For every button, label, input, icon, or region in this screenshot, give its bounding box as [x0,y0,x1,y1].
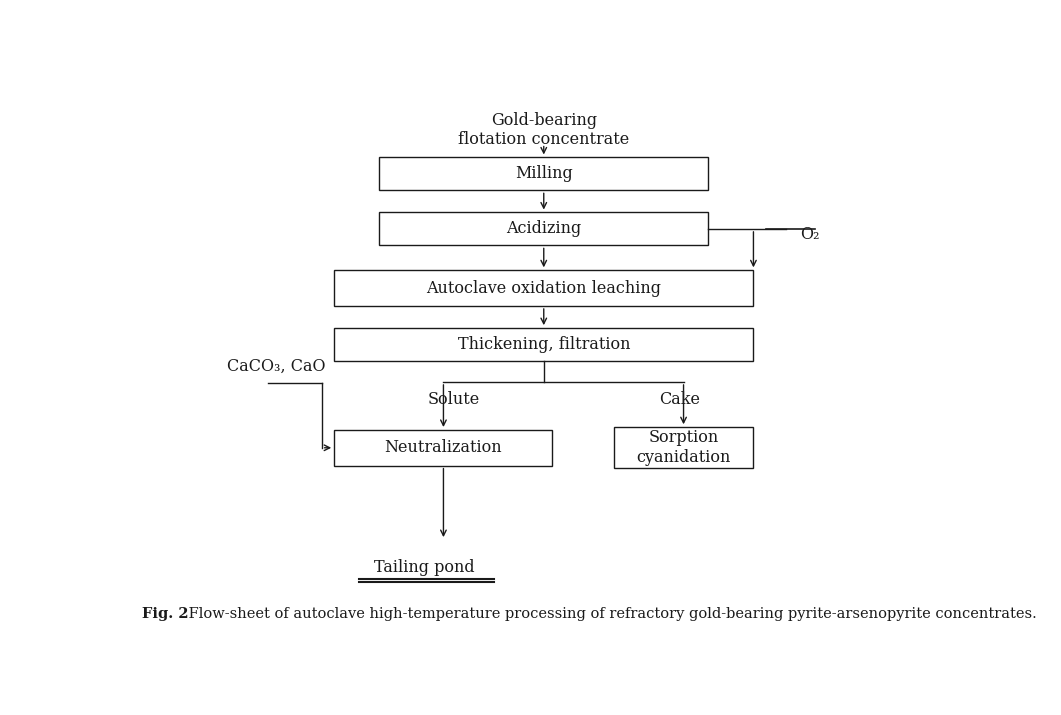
Text: Milling: Milling [515,165,573,182]
Text: CaCO₃, CaO: CaCO₃, CaO [227,358,326,375]
Bar [334,270,753,306]
Text: Cake: Cake [659,391,700,408]
Text: Thickening, filtration: Thickening, filtration [457,336,630,353]
Bar [380,212,709,245]
Text: Tailing pond: Tailing pond [375,559,475,576]
Bar [380,157,709,190]
Text: Flow-sheet of autoclave high-temperature processing of refractory gold-bearing p: Flow-sheet of autoclave high-temperature… [184,607,1037,621]
Text: Gold-bearing
flotation concentrate: Gold-bearing flotation concentrate [458,112,629,148]
Bar [334,430,552,465]
Text: Fig. 2: Fig. 2 [142,607,189,621]
Text: Autoclave oxidation leaching: Autoclave oxidation leaching [427,280,661,297]
Text: Acidizing: Acidizing [506,220,581,237]
Text: O₂: O₂ [800,226,820,243]
Bar [613,427,753,468]
Text: Neutralization: Neutralization [384,439,502,456]
Text: Sorption
cyanidation: Sorption cyanidation [637,430,731,466]
Bar [334,328,753,361]
Text: Solute: Solute [428,391,480,408]
